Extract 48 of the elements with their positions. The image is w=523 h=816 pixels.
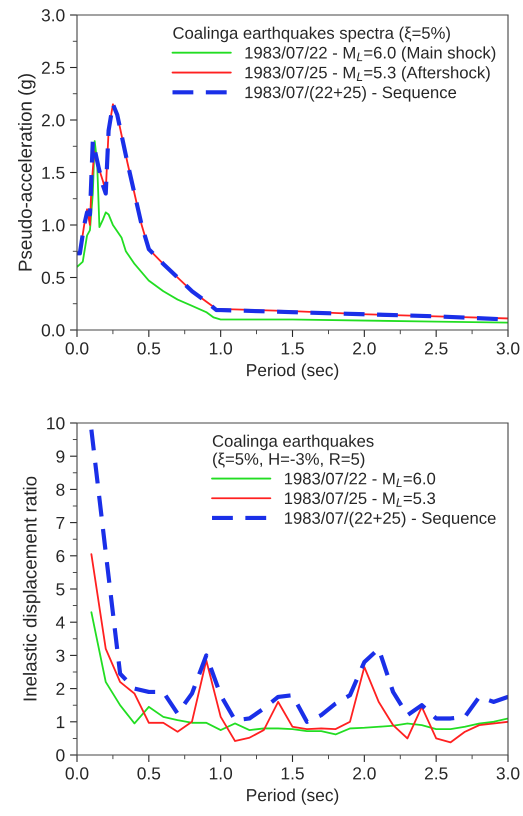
line-series — [77, 140, 508, 324]
legend-title: Coalinga earthquakes spectra (ξ=5%) — [173, 26, 450, 42]
x-tick-label: 0.0 — [66, 767, 88, 780]
legend-label: 1983/07/22 - M$_{L}$=6.0 (Main shock) — [245, 46, 496, 62]
y-tick-label: 0 — [56, 749, 65, 762]
legend-title: Coalinga earthquakes (ξ=5%, H=-3%, R=5) — [212, 434, 374, 468]
y-tick-label: 0.0 — [42, 324, 65, 336]
x-axis-title: Period (sec) — [247, 364, 338, 380]
x-tick-label: 1.5 — [282, 767, 304, 780]
y-tick-label: 2 — [56, 682, 64, 695]
x-tick-label: 1.5 — [282, 342, 304, 355]
line-series — [90, 553, 508, 744]
x-tick-label: 2.5 — [424, 342, 448, 355]
y-tick-label: 1 — [56, 716, 64, 728]
x-tick-label: 2.0 — [353, 767, 376, 780]
y-tick-label: 8 — [56, 484, 64, 496]
y-tick-label: 0.5 — [42, 272, 64, 284]
x-tick-label: 0.0 — [66, 342, 88, 355]
y-tick-label: 1.5 — [42, 166, 64, 179]
legend-label: 1983/07/(22+25) - Sequence — [284, 512, 496, 528]
y-tick-label: 2.5 — [42, 62, 64, 74]
y-tick-label: 3.0 — [42, 9, 65, 22]
line-series — [89, 428, 508, 724]
x-axis-title: Period (sec) — [247, 788, 338, 805]
y-tick-label: 1.0 — [42, 219, 65, 232]
y-tick-label: 9 — [56, 450, 64, 463]
x-tick-label: 2.0 — [353, 342, 376, 355]
x-tick-label: 1.0 — [210, 767, 232, 780]
x-tick-label: 3.0 — [496, 342, 520, 355]
legend-label: 1983/07/(22+25) - Sequence — [245, 86, 456, 102]
y-tick-label: 4 — [56, 616, 65, 628]
legend-label: 1983/07/22 - M$_{L}$=6.0 — [284, 472, 436, 488]
x-tick-label: 0.5 — [137, 342, 160, 355]
y-axis-title: Pseudo-acceleration (g) — [18, 74, 36, 270]
x-tick-label: 2.5 — [424, 767, 448, 780]
x-tick-label: 0.5 — [137, 767, 160, 780]
y-tick-label: 5 — [56, 583, 64, 596]
legend-label: 1983/07/25 - M$_{L}$=5.3 (Aftershock) — [245, 66, 490, 82]
line-series — [90, 611, 508, 736]
y-tick-label: 3 — [56, 650, 64, 662]
x-tick-label: 3.0 — [496, 767, 520, 780]
y-tick-label: 6 — [56, 550, 64, 562]
y-tick-label: 10 — [47, 417, 65, 430]
x-tick-label: 1.0 — [210, 342, 232, 355]
legend-label: 1983/07/25 - M$_{L}$=5.3 — [284, 492, 436, 507]
y-tick-label: 2.0 — [42, 114, 65, 126]
y-tick-label: 7 — [56, 516, 64, 529]
y-axis-title: Inelastic displacement ratio — [22, 476, 40, 700]
